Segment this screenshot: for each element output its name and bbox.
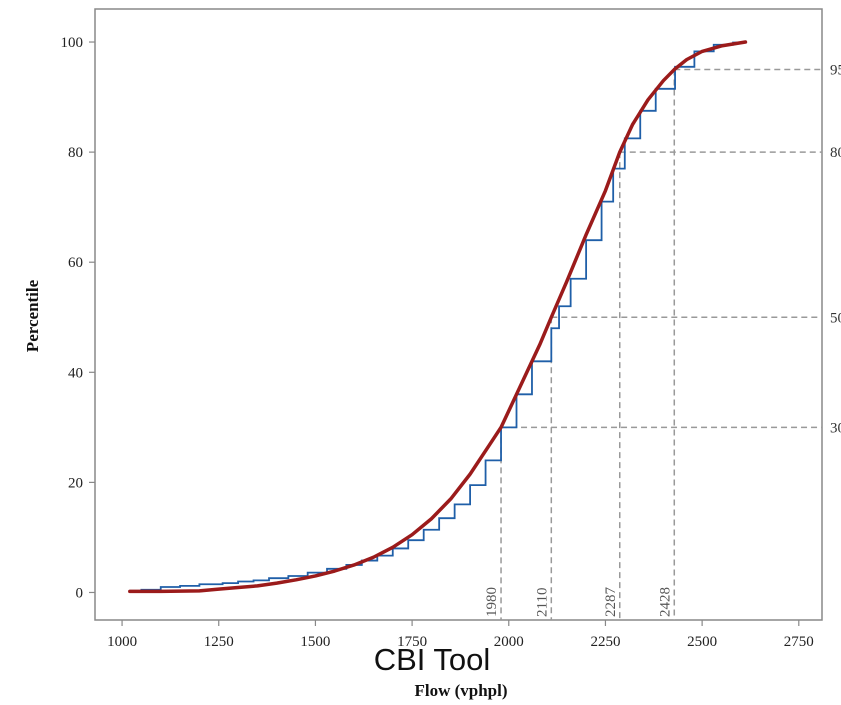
reference-percentile-label: 30 xyxy=(830,420,841,436)
empirical-cdf-line xyxy=(129,41,747,592)
y-tick-label: 80 xyxy=(68,145,83,161)
plot-frame xyxy=(94,8,823,621)
reference-percentile-label: 80 xyxy=(830,145,841,161)
x-tick-label: 2500 xyxy=(687,634,717,650)
x-axis-title: Flow (vphpl) xyxy=(414,681,507,700)
x-tick-label: 1750 xyxy=(397,634,427,650)
reference-x-label: 1980 xyxy=(484,587,500,617)
y-tick-label: 100 xyxy=(61,35,84,51)
watermark: CBI Tool xyxy=(374,642,491,677)
x-tick-label: 1000 xyxy=(107,634,137,650)
reference-x-label: 2428 xyxy=(657,587,673,617)
fitted-cdf-line xyxy=(128,40,748,594)
x-axis: 1000 1250 1500 1750 2000 2250 2500 2750 xyxy=(107,620,814,650)
series-layer xyxy=(128,40,748,594)
x-tick-label: 1250 xyxy=(204,634,234,650)
y-tick-label: 40 xyxy=(68,365,83,381)
y-tick-label: 60 xyxy=(68,255,83,271)
x-tick-label: 2000 xyxy=(494,634,524,650)
reference-percentile-label: 50 xyxy=(830,310,841,326)
reference-percentile-label: 95 xyxy=(830,63,841,79)
reference-x-label: 2287 xyxy=(603,587,619,618)
reference-x-label: 2110 xyxy=(534,588,550,617)
y-tick-label: 0 xyxy=(76,585,84,601)
y-axis-title: Percentile xyxy=(23,279,42,352)
reference-lines: 1980 30 2110 50 2287 80 2428 95 xyxy=(484,63,841,620)
x-tick-label: 2250 xyxy=(590,634,620,650)
x-tick-label: 1500 xyxy=(300,634,330,650)
y-tick-label: 20 xyxy=(68,475,83,491)
y-axis: 0 20 40 60 80 100 xyxy=(61,35,95,601)
x-tick-label: 2750 xyxy=(784,634,814,650)
